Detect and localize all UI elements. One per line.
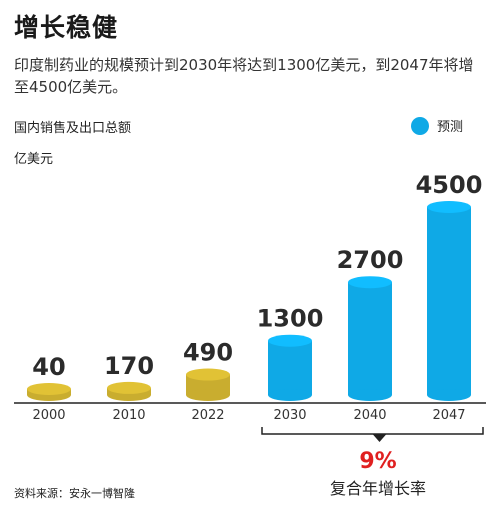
bar-2010 [107,381,151,401]
chart-subtitle: 印度制药业的规模预计到2030年将达到1300亿美元，到2047年将增至4500… [14,56,474,96]
data-label-2030: 1300 [257,305,324,333]
data-label-2040: 2700 [337,246,404,274]
bar-bottom-cap [427,389,471,401]
bar-top-cap [27,383,71,395]
data-label-2000: 40 [32,353,65,381]
x-tick-2022: 2022 [191,408,224,423]
bar-body [348,282,392,395]
x-tick-2030: 2030 [273,408,306,423]
data-label-2010: 170 [104,352,154,380]
x-tick-2040: 2040 [353,408,386,423]
bar-2047 [427,201,471,401]
bar-bottom-cap [186,389,230,401]
bar-body [268,340,312,395]
cagr-bracket-pointer [372,434,387,442]
bar-2000 [27,383,71,401]
bar-top-cap [186,368,230,381]
legend-forecast-swatch [411,116,429,135]
x-tick-2010: 2010 [112,408,145,423]
x-tick-2000: 2000 [32,408,65,423]
data-label-2022: 490 [183,339,233,367]
cagr-bracket [261,427,484,435]
bar-top-cap [107,381,151,394]
unit-label: 亿美元 [14,152,54,167]
x-tick-2047: 2047 [432,408,465,423]
bar-body [427,207,471,395]
chart-title: 增长稳健 [14,13,119,42]
data-label-2047: 4500 [416,171,483,199]
bar-2022 [186,368,230,401]
source-note: 资料来源：安永一博智隆 [14,487,135,500]
bar-2040 [348,276,392,401]
bar-top-cap [268,334,312,347]
bar-top-cap [348,276,392,289]
legend-forecast-label: 预测 [437,120,464,135]
legend: 预测 [411,116,463,135]
bar-2030 [268,334,312,401]
bar-top-cap [427,201,471,213]
bar-bottom-cap [348,389,392,401]
bar-bottom-cap [268,389,312,401]
growth-rate-label: 复合年增长率 [329,479,426,498]
growth-rate-value: 9% [359,449,397,474]
series-label: 国内销售及出口总额 [14,121,132,136]
